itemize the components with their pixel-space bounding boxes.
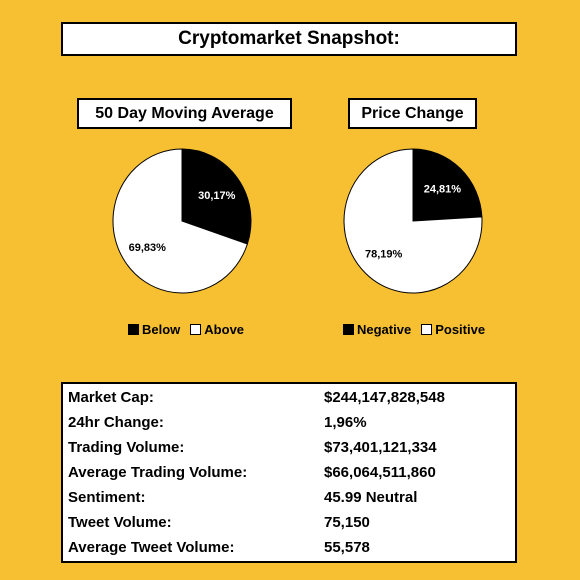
stat-label: Market Cap: — [68, 389, 154, 406]
legend-label-negative: Negative — [357, 321, 412, 337]
stat-label: Trading Volume: — [68, 439, 185, 456]
stats-table: Market Cap: $244,147,828,548 24hr Change… — [61, 382, 517, 563]
legend-price-change: Negative Positive — [343, 321, 485, 337]
legend-swatch-above — [190, 323, 202, 335]
legend-moving-average: Below Above — [128, 321, 244, 337]
stat-label: Sentiment: — [68, 489, 146, 506]
stat-row-tweet-volume: Tweet Volume: 75,150 — [68, 510, 508, 535]
stat-value: 75,150 — [324, 514, 370, 531]
pie-chart-moving-average: 30,17% 69,83% — [112, 148, 252, 294]
stat-value: 1,96% — [324, 414, 367, 431]
stat-label: Average Tweet Volume: — [68, 539, 235, 556]
legend-label-above: Above — [204, 321, 245, 337]
chart-title-moving-average: 50 Day Moving Average — [77, 98, 292, 129]
stat-value: 55,578 — [324, 539, 370, 556]
pie-slice-positive — [343, 148, 483, 294]
legend-label-positive: Positive — [435, 321, 486, 337]
stat-value: 45.99 Neutral — [324, 489, 418, 506]
pie-slice-negative — [412, 148, 483, 222]
chart-title-price-change: Price Change — [348, 98, 477, 129]
stat-row-average-tweet-volume: Average Tweet Volume: 55,578 — [68, 535, 508, 560]
pie-data-label-negative: 24,81% — [424, 184, 462, 196]
pie-chart-price-change: 24,81% 78,19% — [343, 148, 483, 294]
legend-swatch-positive — [421, 323, 433, 335]
stat-row-market-cap: Market Cap: $244,147,828,548 — [68, 385, 508, 410]
pie-data-label-above: 69,83% — [129, 242, 167, 254]
stat-value: $73,401,121,334 — [324, 439, 437, 456]
pie-slice-below — [181, 148, 252, 245]
legend-item-below: Below — [128, 322, 180, 337]
stat-row-sentiment: Sentiment: 45.99 Neutral — [68, 485, 508, 510]
pie-data-label-below: 30,17% — [198, 190, 236, 202]
stat-label: Tweet Volume: — [68, 514, 172, 531]
stat-row-24hr-change: 24hr Change: 1,96% — [68, 410, 508, 435]
stat-row-trading-volume: Trading Volume: $73,401,121,334 — [68, 435, 508, 460]
pie-slice-above — [112, 148, 249, 294]
legend-item-positive: Positive — [421, 322, 485, 337]
legend-swatch-negative — [343, 323, 354, 335]
stat-value: $244,147,828,548 — [324, 389, 445, 406]
legend-item-negative: Negative — [343, 322, 411, 337]
legend-swatch-below — [128, 323, 139, 335]
stat-row-average-trading-volume: Average Trading Volume: $66,064,511,860 — [68, 460, 508, 485]
page-title: Cryptomarket Snapshot: — [61, 22, 517, 56]
legend-item-above: Above — [190, 322, 244, 337]
stat-label: 24hr Change: — [68, 414, 164, 431]
pie-data-label-positive: 78,19% — [365, 248, 403, 260]
stat-label: Average Trading Volume: — [68, 464, 248, 481]
stat-value: $66,064,511,860 — [324, 464, 436, 481]
legend-label-below: Below — [142, 321, 181, 337]
